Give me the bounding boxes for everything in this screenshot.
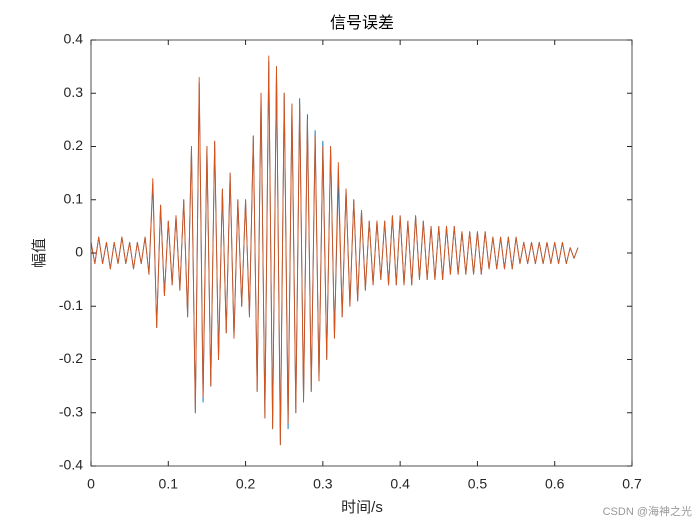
y-tick-label: 0 [75, 244, 83, 260]
y-tick-label: 0.4 [64, 31, 84, 47]
y-tick-label: 0.3 [64, 84, 84, 100]
y-tick-label: -0.1 [59, 297, 83, 313]
x-tick-label: 0.6 [545, 476, 565, 492]
y-tick-label: 0.2 [64, 137, 84, 153]
x-tick-label: 0.2 [236, 476, 256, 492]
x-tick-label: 0.5 [468, 476, 488, 492]
x-tick-label: 0.3 [313, 476, 333, 492]
y-tick-label: 0.1 [64, 190, 84, 206]
x-axis-label: 时间/s [341, 499, 383, 516]
x-tick-label: 0.7 [622, 476, 642, 492]
chart-title: 信号误差 [330, 14, 394, 32]
x-tick-label: 0.4 [390, 476, 410, 492]
y-tick-label: -0.2 [59, 350, 83, 366]
y-tick-label: -0.4 [59, 457, 83, 473]
signal-line [90, 55, 579, 446]
y-axis-label: 幅值 [31, 238, 48, 268]
watermark: CSDN @海神之光 [603, 504, 692, 518]
x-tick-label: 0 [87, 476, 95, 492]
plot-frame [90, 39, 633, 467]
x-tick-label: 0.1 [159, 476, 179, 492]
y-tick-label: -0.3 [59, 403, 83, 419]
